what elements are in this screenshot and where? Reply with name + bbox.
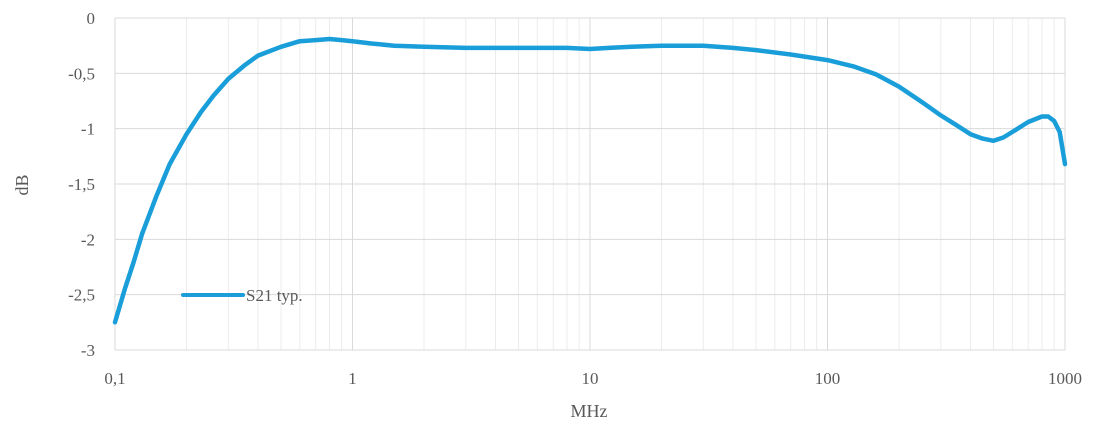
y-axis-title: dB <box>12 174 32 195</box>
series-layer <box>112 36 1068 325</box>
x-tick-label: 10 <box>582 369 599 388</box>
grid <box>114 17 1066 351</box>
y-tick-label: -0,5 <box>68 64 95 83</box>
x-tick-label: 100 <box>815 369 841 388</box>
y-tick-label: -1,5 <box>68 175 95 194</box>
series-line-s21 <box>112 36 1068 325</box>
y-tick-label: 0 <box>87 9 96 28</box>
x-tick-label: 1000 <box>1048 369 1082 388</box>
y-tick-label: -2,5 <box>68 286 95 305</box>
x-axis-title: MHz <box>571 401 608 421</box>
y-tick-label: -3 <box>81 341 95 360</box>
legend: S21 typ. <box>181 286 303 305</box>
legend-label: S21 typ. <box>246 286 303 305</box>
y-tick-label: -1 <box>81 120 95 139</box>
x-tick-label: 1 <box>348 369 357 388</box>
tick-labels: 0,1 1 10 100 1000 0 -0,5 -1 -1,5 -2 -2,5 -3 <box>68 9 1082 388</box>
y-tick-label: -2 <box>81 230 95 249</box>
x-tick-label: 0,1 <box>104 369 125 388</box>
